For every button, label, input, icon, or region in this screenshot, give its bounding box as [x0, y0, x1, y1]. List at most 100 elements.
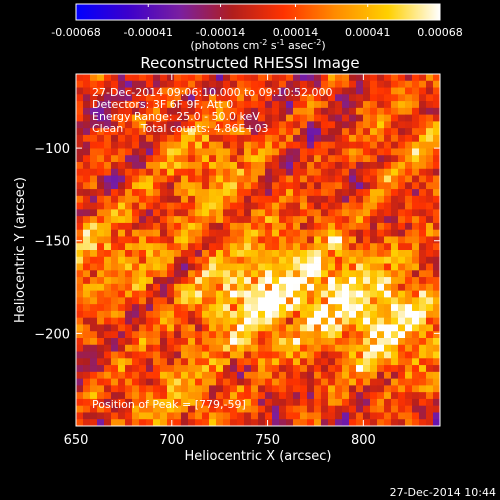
heatmap-pixel: [384, 358, 392, 366]
heatmap-pixel: [244, 229, 252, 237]
heatmap-pixel: [111, 168, 119, 176]
heatmap-pixel: [223, 317, 231, 325]
heatmap-pixel: [300, 338, 308, 346]
heatmap-pixel: [174, 310, 182, 319]
heatmap-pixel: [272, 195, 280, 204]
heatmap-pixel: [342, 412, 350, 420]
heatmap-pixel: [363, 114, 371, 122]
heatmap-pixel: [174, 222, 182, 231]
heatmap-pixel: [384, 209, 392, 217]
heatmap-pixel: [153, 222, 161, 231]
heatmap-pixel: [209, 290, 217, 298]
heatmap-pixel: [146, 324, 154, 332]
heatmap-pixel: [251, 290, 259, 298]
heatmap-pixel: [279, 243, 287, 251]
heatmap-pixel: [314, 338, 322, 346]
heatmap-pixel: [230, 392, 238, 400]
heatmap-pixel: [202, 155, 210, 163]
heatmap-pixel: [370, 87, 378, 95]
heatmap-pixel: [349, 263, 357, 271]
heatmap-pixel: [398, 80, 406, 88]
heatmap-pixel: [419, 141, 427, 149]
heatmap-pixel: [328, 94, 336, 102]
heatmap-pixel: [216, 209, 224, 217]
heatmap-pixel: [342, 317, 350, 325]
heatmap-pixel: [279, 175, 287, 183]
heatmap-pixel: [132, 419, 140, 426]
heatmap-pixel: [426, 378, 434, 386]
heatmap-pixel: [76, 324, 84, 332]
heatmap-pixel: [349, 121, 357, 129]
heatmap-pixel: [300, 168, 308, 176]
heatmap-pixel: [237, 195, 245, 204]
heatmap-pixel: [307, 87, 315, 95]
heatmap-pixel: [426, 168, 434, 176]
heatmap-pixel: [111, 405, 119, 413]
heatmap-pixel: [419, 80, 427, 88]
heatmap-pixel: [405, 101, 413, 109]
heatmap-pixel: [251, 392, 259, 400]
heatmap-pixel: [265, 162, 273, 170]
heatmap-pixel: [83, 148, 91, 156]
heatmap-pixel: [146, 189, 154, 197]
heatmap-pixel: [258, 297, 266, 305]
heatmap-pixel: [342, 263, 350, 271]
heatmap-pixel: [349, 236, 357, 244]
heatmap-pixel: [209, 310, 217, 319]
heatmap-pixel: [125, 148, 133, 156]
heatmap-pixel: [356, 175, 364, 183]
heatmap-pixel: [244, 175, 252, 183]
heatmap-pixel: [286, 141, 294, 149]
heatmap-pixel: [118, 290, 126, 298]
heatmap-pixel: [195, 365, 203, 373]
heatmap-pixel: [76, 331, 84, 339]
heatmap-pixel: [391, 263, 399, 271]
heatmap-pixel: [419, 114, 427, 122]
heatmap-pixel: [370, 141, 378, 149]
heatmap-pixel: [363, 80, 371, 88]
heatmap-pixel: [335, 236, 343, 244]
heatmap-pixel: [244, 304, 252, 312]
heatmap-pixel: [146, 80, 154, 88]
heatmap-pixel: [251, 209, 259, 217]
heatmap-pixel: [132, 216, 140, 224]
heatmap-pixel: [286, 405, 294, 413]
heatmap-pixel: [181, 107, 189, 116]
heatmap-pixel: [223, 155, 231, 163]
heatmap-pixel: [90, 216, 98, 224]
heatmap-pixel: [90, 209, 98, 217]
heatmap-pixel: [111, 182, 119, 190]
heatmap-pixel: [293, 297, 301, 305]
heatmap-pixel: [118, 229, 126, 237]
heatmap-pixel: [328, 331, 336, 339]
heatmap-pixel: [258, 324, 266, 332]
heatmap-pixel: [237, 216, 245, 224]
heatmap-pixel: [181, 344, 189, 352]
annotation-counts: Clean Total counts: 4.86E+03: [92, 122, 269, 135]
heatmap-pixel: [307, 358, 315, 366]
heatmap-pixel: [328, 182, 336, 190]
heatmap-pixel: [391, 324, 399, 332]
heatmap-pixel: [160, 107, 168, 116]
heatmap-pixel: [195, 270, 203, 278]
heatmap-pixel: [132, 229, 140, 237]
heatmap-pixel: [398, 331, 406, 339]
heatmap-pixel: [279, 297, 287, 305]
heatmap-pixel: [398, 222, 406, 231]
heatmap-pixel: [146, 344, 154, 352]
heatmap-pixel: [391, 385, 399, 393]
heatmap-pixel: [426, 310, 434, 319]
heatmap-pixel: [265, 222, 273, 231]
heatmap-pixel: [279, 412, 287, 420]
heatmap-pixel: [258, 392, 266, 400]
heatmap-pixel: [286, 162, 294, 170]
heatmap-pixel: [433, 304, 440, 312]
heatmap-pixel: [300, 141, 308, 149]
heatmap-pixel: [307, 351, 315, 359]
heatmap-pixel: [132, 80, 140, 88]
heatmap-pixel: [111, 195, 119, 204]
heatmap-pixel: [384, 80, 392, 88]
heatmap-pixel: [363, 155, 371, 163]
heatmap-pixel: [209, 80, 217, 88]
heatmap-pixel: [209, 162, 217, 170]
